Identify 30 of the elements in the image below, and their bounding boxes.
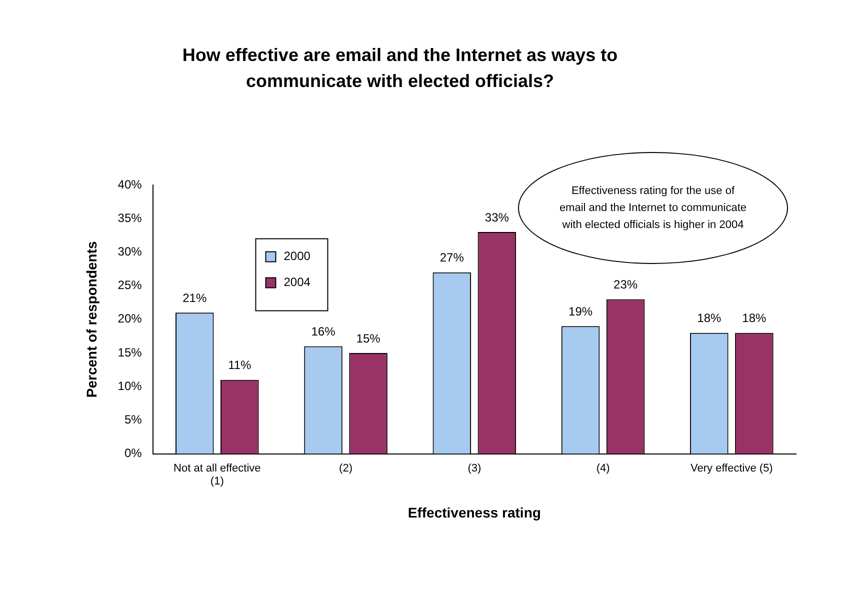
x-tick-label: (2)	[339, 462, 352, 474]
chart-title: How effective are email and the Internet as ways to communicate with elected officials?	[181, 44, 619, 93]
y-axis-title: Percent of respondents	[83, 241, 100, 398]
y-tick-label: 0%	[124, 446, 142, 460]
y-tick-label: 30%	[118, 244, 142, 259]
y-tick-label: 35%	[118, 210, 142, 225]
y-tick-label: 10%	[118, 378, 142, 393]
y-tick-label: 25%	[118, 278, 142, 292]
y-tick-label: 5%	[124, 412, 142, 427]
x-tick-label: (3)	[468, 462, 482, 474]
data-label: 33%	[484, 210, 510, 224]
legend-label: 2000	[284, 249, 311, 264]
data-label: 27%	[440, 250, 464, 265]
data-label: 18%	[742, 311, 767, 326]
legend-label: 2004	[284, 275, 311, 290]
data-label: 16%	[311, 324, 336, 339]
data-label: 11%	[228, 358, 252, 372]
data-label: 21%	[182, 290, 207, 305]
y-tick-label: 15%	[118, 345, 142, 360]
y-tick-label: 20%	[118, 312, 142, 326]
x-tick-label: Very effective (5)	[690, 462, 773, 474]
data-label: 18%	[697, 311, 722, 326]
callout-ellipse: Effectiveness rating for the use of email and the Internet to communicate with elected officials is higher in 2004	[518, 152, 788, 264]
x-axis-title: Effectiveness rating	[408, 504, 541, 520]
data-label: 19%	[568, 304, 593, 318]
data-label: 15%	[356, 331, 381, 346]
y-tick-label: 40%	[118, 177, 142, 192]
x-tick-label: (4)	[596, 462, 610, 474]
x-tick-label: Not at all effective (1)	[174, 462, 261, 488]
data-label: 23%	[614, 278, 638, 292]
